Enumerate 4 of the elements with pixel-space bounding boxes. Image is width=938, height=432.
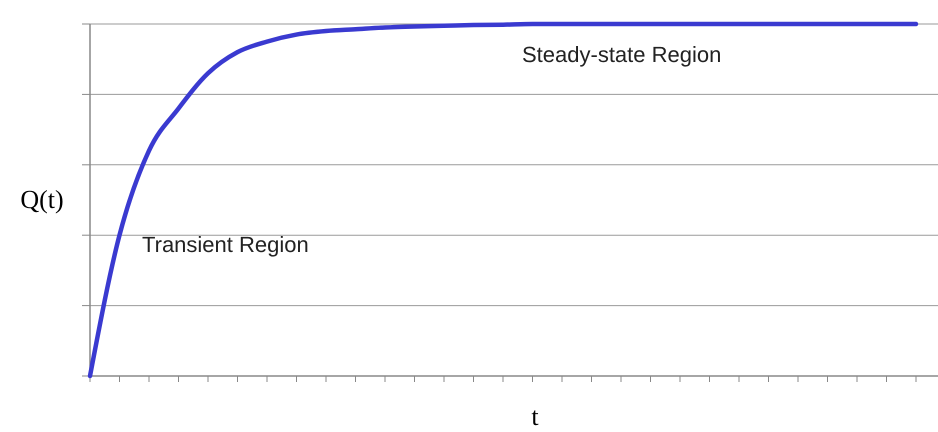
annotation: Transient Region (142, 232, 309, 257)
x-axis-title: t (531, 402, 540, 431)
y-axis-title: Q(t) (20, 185, 64, 214)
annotation: Steady-state Region (522, 42, 722, 67)
